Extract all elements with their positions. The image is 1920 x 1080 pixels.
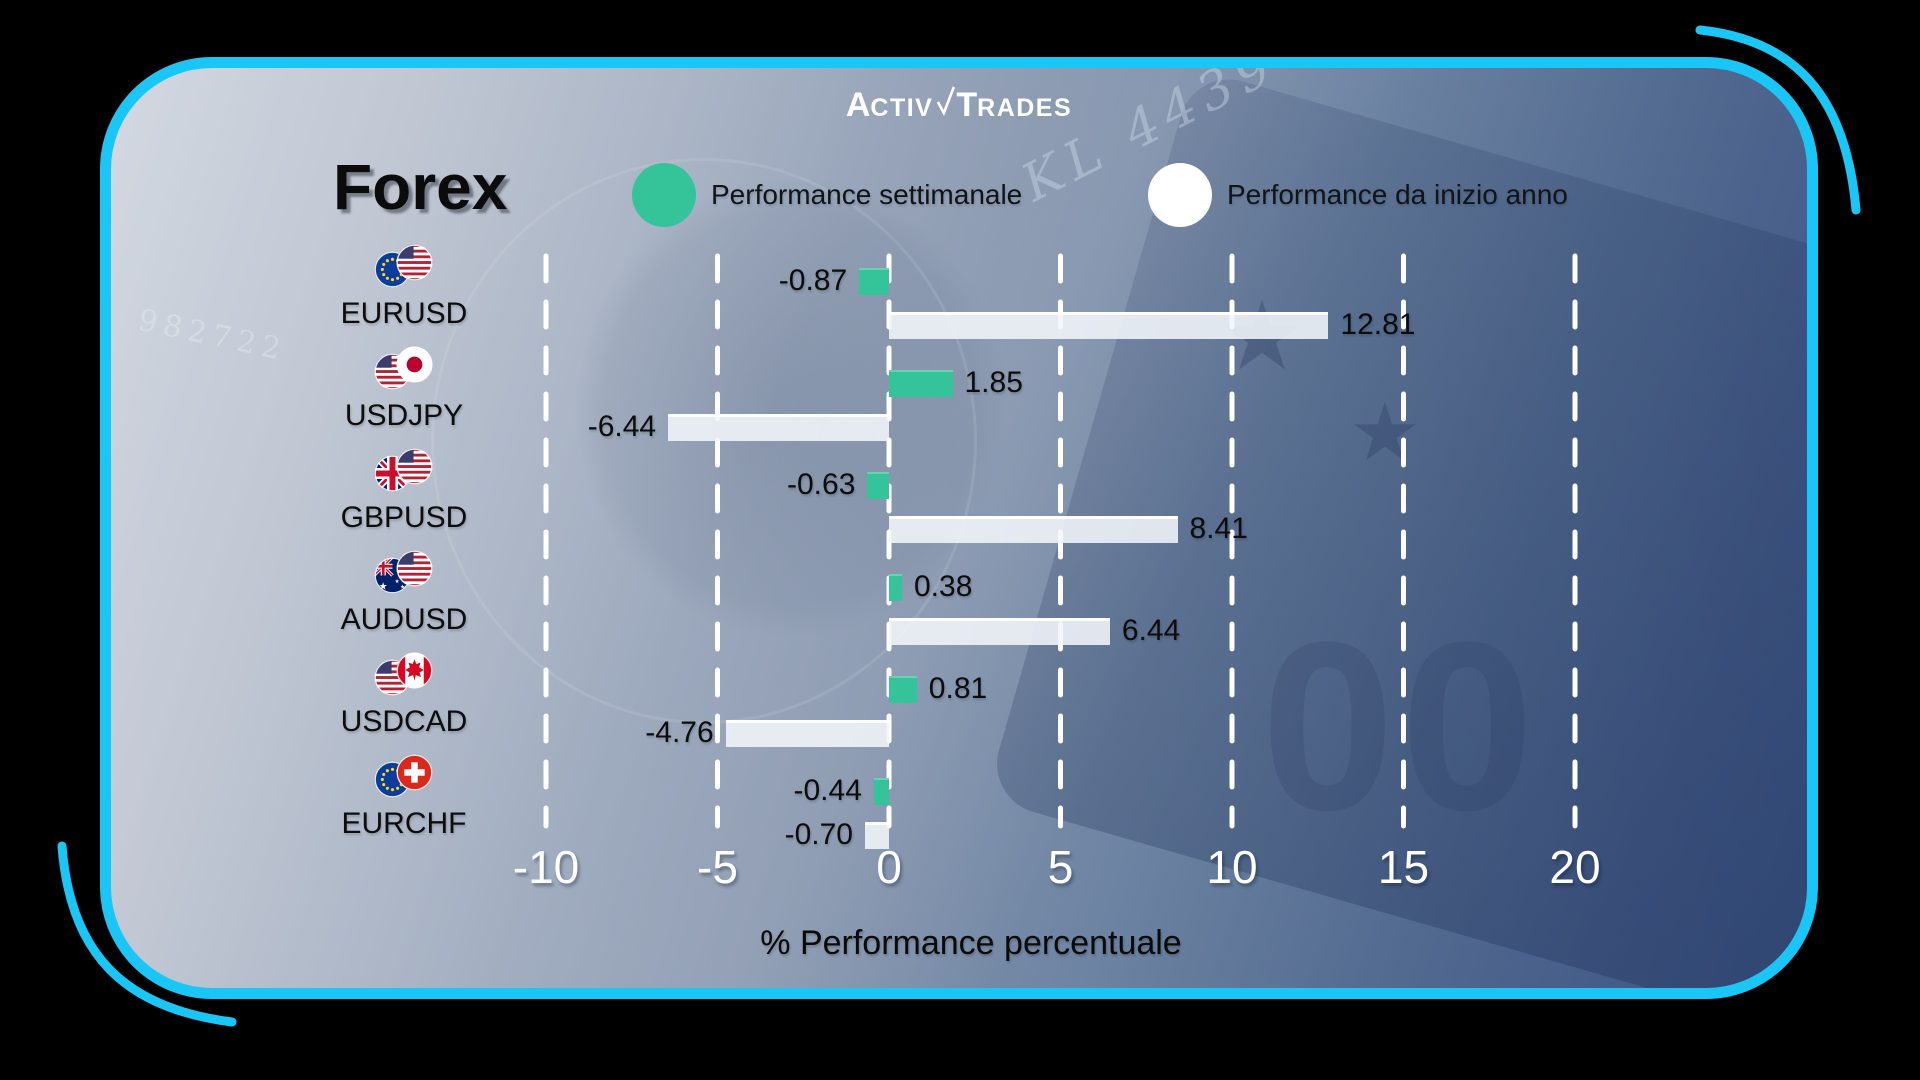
logo-text: A	[845, 86, 871, 124]
pair-label: USDCAD	[340, 705, 468, 738]
flag-us-icon	[396, 244, 433, 281]
legend-ytd-label: Performance da inizio anno	[1227, 179, 1568, 210]
weekly-bar	[889, 574, 902, 601]
pair-label: GBPUSD	[340, 501, 468, 534]
flag-ch-icon	[396, 754, 433, 791]
tick-label: -10	[512, 841, 580, 893]
weekly-value: 0.81	[928, 672, 988, 705]
activtrades-logo: A CTIV T RADES	[846, 84, 1072, 125]
flag-us-icon	[396, 448, 433, 485]
weekly-bar	[859, 268, 889, 295]
ytd-bar	[889, 312, 1329, 339]
logo-text: RADES	[977, 94, 1073, 122]
logo-text: T	[956, 86, 978, 124]
ytd-bar	[668, 414, 889, 441]
flag-pair	[374, 346, 434, 391]
legend-ytd-dot-icon	[1148, 163, 1212, 227]
check-slash-icon	[936, 86, 955, 116]
ytd-value: -4.76	[645, 716, 714, 749]
pair-label: EURCHF	[341, 807, 467, 840]
weekly-bar	[889, 370, 953, 397]
tick-label: 20	[1549, 841, 1601, 893]
weekly-bar	[867, 472, 889, 499]
pair-label: USDJPY	[344, 399, 464, 432]
weekly-value: -0.63	[787, 468, 856, 501]
flag-pair	[374, 448, 434, 493]
weekly-bar	[873, 778, 889, 805]
tick-label: 10	[1206, 841, 1258, 893]
ytd-bar	[889, 618, 1110, 645]
logo-text: CTIV	[870, 94, 934, 122]
weekly-value: -0.87	[778, 264, 848, 297]
ytd-bar	[725, 720, 889, 747]
ytd-value: -0.70	[784, 818, 853, 851]
pair-label: EURUSD	[340, 297, 468, 330]
tick-label: 0	[876, 841, 902, 893]
ytd-value: 8.41	[1189, 512, 1248, 545]
flag-ca-icon	[396, 652, 433, 689]
flag-us-icon	[396, 550, 433, 587]
flag-pair	[374, 754, 434, 799]
weekly-bar	[889, 676, 917, 703]
ytd-value: -6.44	[587, 410, 657, 443]
svg-text:★: ★	[395, 578, 400, 585]
page-title: Forex	[333, 151, 508, 223]
ytd-bar	[865, 822, 889, 849]
legend-item-weekly: Performance settimanale	[632, 163, 1022, 227]
ytd-bar	[889, 516, 1178, 543]
svg-text:★: ★	[400, 583, 405, 590]
flag-pair	[374, 652, 434, 697]
tick-label: 15	[1377, 841, 1430, 893]
weekly-value: 0.38	[914, 570, 973, 603]
pair-label: AUDUSD	[340, 603, 468, 636]
x-axis-title: % Performance percentuale	[760, 924, 1182, 962]
ytd-value: 12.81	[1340, 308, 1416, 341]
svg-text:★: ★	[379, 581, 388, 592]
weekly-value: -0.44	[793, 774, 862, 807]
tick-label: -5	[697, 841, 738, 893]
legend-item-ytd: Performance da inizio anno	[1148, 163, 1568, 227]
flag-pair	[374, 244, 434, 289]
weekly-value: 1.85	[964, 366, 1023, 399]
flag-pair: ★★★★★	[374, 550, 434, 595]
ytd-value: 6.44	[1121, 614, 1181, 647]
flag-jp-icon	[396, 346, 433, 383]
tick-label: 5	[1047, 841, 1074, 893]
legend-weekly-label: Performance settimanale	[711, 179, 1023, 210]
legend-weekly-dot-icon	[632, 163, 696, 227]
